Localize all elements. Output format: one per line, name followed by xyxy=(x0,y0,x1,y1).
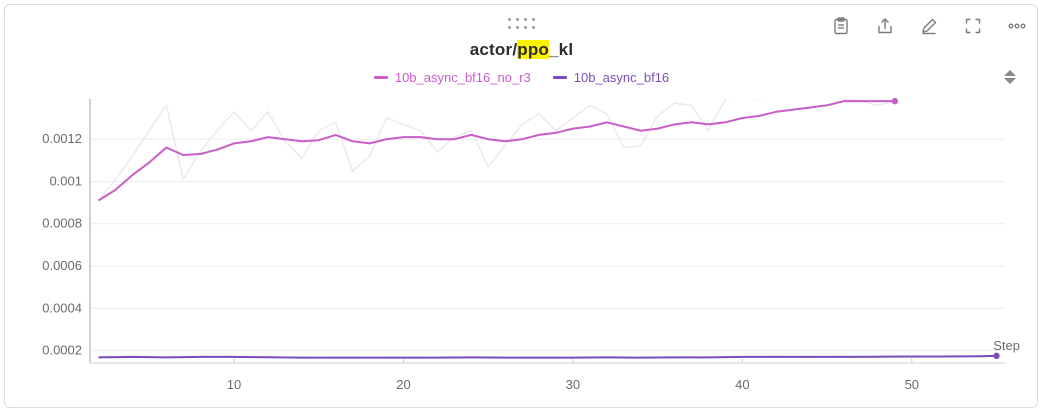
y-tick-label: 0.0006 xyxy=(42,258,82,273)
legend-scroll-icon[interactable] xyxy=(999,66,1021,88)
legend-item-no-r3[interactable]: 10b_async_bf16_no_r3 xyxy=(373,70,531,85)
x-axis-label: Step xyxy=(993,338,1020,353)
drag-handle-icon[interactable] xyxy=(508,18,538,30)
title-prefix: actor/ xyxy=(469,40,518,59)
y-tick-label: 0.0002 xyxy=(42,343,82,358)
series-bf16-end-point xyxy=(993,352,1000,360)
x-tick-label: 50 xyxy=(905,377,919,392)
more-icon[interactable] xyxy=(1005,14,1029,38)
series-bf16-line xyxy=(98,354,997,359)
x-tick-label: 30 xyxy=(566,377,580,392)
share-icon[interactable] xyxy=(873,14,897,38)
edit-icon[interactable] xyxy=(917,14,941,38)
y-tick-label: 0.0004 xyxy=(42,300,82,315)
x-tick-label: 10 xyxy=(227,377,241,392)
chart-title: actor/ppo_kl xyxy=(0,40,1043,60)
x-tick-label: 40 xyxy=(735,377,749,392)
panel-toolbar xyxy=(829,14,1029,38)
series-no-r3-line xyxy=(97,100,895,202)
fullscreen-icon[interactable] xyxy=(961,14,985,38)
y-tick-label: 0.001 xyxy=(49,173,82,188)
legend-swatch-bf16 xyxy=(552,76,567,79)
legend-item-bf16[interactable]: 10b_async_bf16 xyxy=(552,70,670,85)
title-suffix: _kl xyxy=(549,40,574,59)
series-no-r3-end-point xyxy=(891,97,899,105)
legend-label-no-r3: 10b_async_bf16_no_r3 xyxy=(394,70,531,85)
y-tick-label: 0.0008 xyxy=(42,216,82,231)
chart-panel xyxy=(4,4,1038,408)
legend-swatch-no-r3 xyxy=(373,76,388,79)
x-tick-label: 20 xyxy=(396,377,410,392)
y-tick-label: 0.0012 xyxy=(42,131,82,146)
legend-label-bf16: 10b_async_bf16 xyxy=(573,70,670,85)
clipboard-icon[interactable] xyxy=(829,14,853,38)
title-highlight: ppo xyxy=(517,40,550,59)
series-no-r3-raw-line xyxy=(97,99,896,201)
chart-legend: 10b_async_bf16_no_r3 10b_async_bf16 xyxy=(0,70,1043,85)
